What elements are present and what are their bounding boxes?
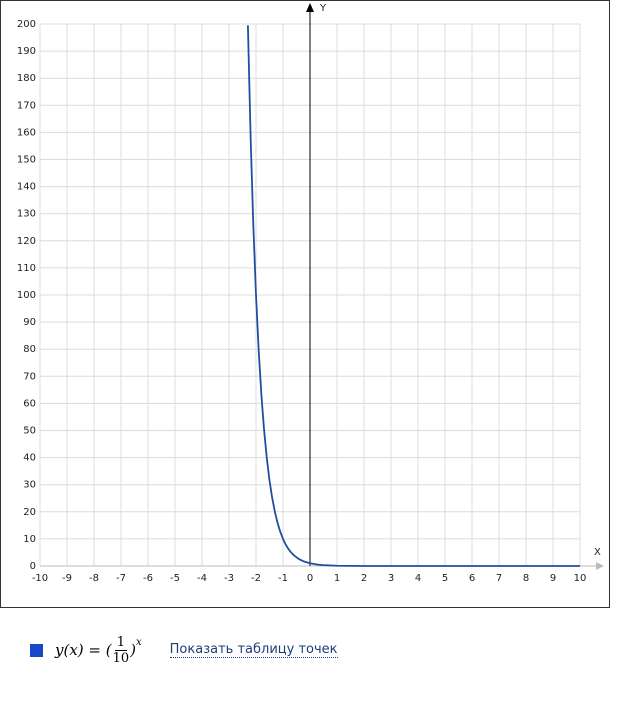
- y-tick-label: 140: [17, 182, 36, 193]
- x-axis-arrow: [596, 562, 604, 570]
- x-tick-label: -4: [197, 573, 207, 584]
- y-tick-label: 150: [17, 155, 36, 166]
- fraction: 1 10: [113, 635, 130, 666]
- x-tick-label: -7: [116, 573, 126, 584]
- y-axis-arrow: [306, 3, 314, 12]
- y-tick-label: 50: [23, 426, 36, 437]
- y-tick-label: 70: [23, 371, 36, 382]
- x-tick-label: 0: [307, 573, 313, 584]
- legend: y(x) = ( 1 10 ) x Показать таблицу точек: [30, 630, 338, 670]
- x-tick-label: 9: [550, 573, 556, 584]
- y-tick-label: 200: [17, 19, 36, 30]
- x-tick-label: -6: [143, 573, 153, 584]
- x-tick-label: -8: [89, 573, 99, 584]
- y-tick-label: 0: [30, 561, 36, 572]
- x-tick-label: 7: [496, 573, 502, 584]
- formula-lhs: y(x) = (: [55, 641, 112, 659]
- y-tick-label: 110: [17, 263, 36, 274]
- y-tick-label: 160: [17, 127, 36, 138]
- formula-rhs: ): [130, 641, 137, 659]
- x-tick-label: 4: [415, 573, 421, 584]
- x-axis-label: X: [594, 547, 601, 558]
- exponent: x: [136, 636, 142, 648]
- x-tick-label: 3: [388, 573, 394, 584]
- y-tick-label: 120: [17, 236, 36, 247]
- y-axis-label: Y: [319, 3, 327, 14]
- y-tick-label: 30: [23, 480, 36, 491]
- frame: [0, 0, 610, 608]
- x-tick-label: 5: [442, 573, 448, 584]
- x-tick-label: -3: [224, 573, 234, 584]
- y-tick-label: 180: [17, 73, 36, 84]
- chart: -10 -9 -8 -7 -6 -5 -4 -3 -2 -1 0 1 2 3 4 5 6 7 8 9 100102030…: [0, 0, 610, 608]
- x-tick-label: 10: [574, 573, 587, 584]
- x-tick-label: 2: [361, 573, 367, 584]
- x-tick-label: 8: [523, 573, 529, 584]
- y-tick-label: 130: [17, 209, 36, 220]
- y-tick-label: 80: [23, 344, 36, 355]
- x-tick-label: -9: [62, 573, 72, 584]
- y-tick-label: 60: [23, 398, 36, 409]
- x-tick-label: -1: [278, 573, 288, 584]
- y-tick-label: 20: [23, 507, 36, 518]
- x-tick-label: -5: [170, 573, 180, 584]
- legend-swatch: [30, 643, 43, 657]
- x-tick-label: 1: [334, 573, 340, 584]
- data-line: [247, 25, 580, 567]
- y-tick-label: 90: [23, 317, 36, 328]
- y-tick-label: 10: [23, 534, 36, 545]
- y-tick-label: 40: [23, 453, 36, 464]
- y-tick-label: 100: [17, 290, 36, 301]
- y-tick-label: 190: [17, 46, 36, 57]
- show-points-link[interactable]: Показать таблицу точек: [169, 642, 338, 658]
- legend-formula: y(x) = ( 1 10 ) x: [55, 635, 142, 666]
- x-tick-label: -10: [32, 573, 48, 584]
- x-tick-label: -2: [251, 573, 261, 584]
- y-tick-label: 170: [17, 100, 36, 111]
- denominator: 10: [112, 650, 130, 666]
- numerator: 1: [114, 634, 128, 651]
- x-tick-label: 6: [469, 573, 475, 584]
